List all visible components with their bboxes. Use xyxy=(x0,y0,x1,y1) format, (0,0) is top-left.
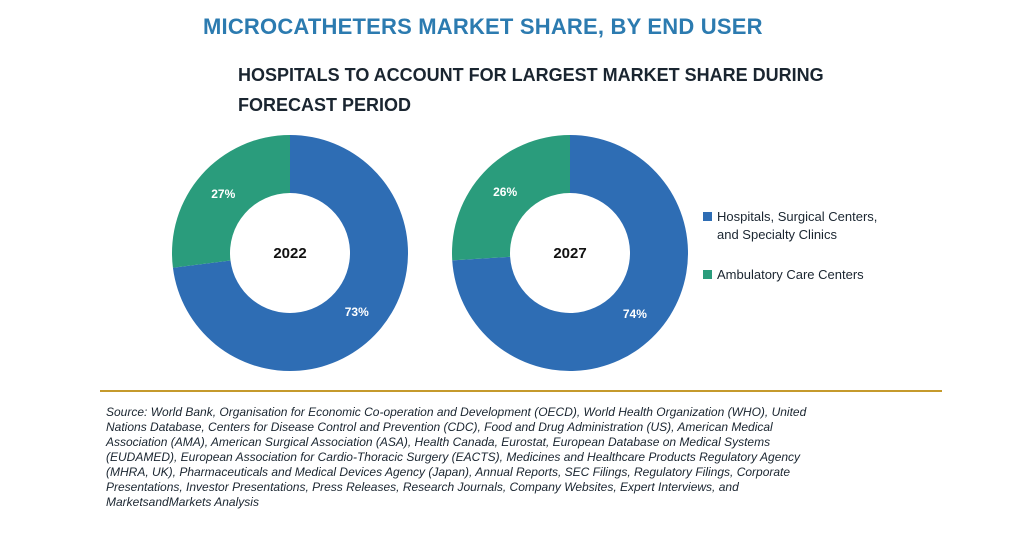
legend-swatch-ambulatory xyxy=(703,270,712,279)
donut-slice-2022-hospitals xyxy=(172,135,409,372)
subtitle-line: HOSPITALS TO ACCOUNT FOR LARGEST MARKET … xyxy=(238,65,824,85)
source-note: Source: World Bank, Organisation for Eco… xyxy=(106,405,926,510)
slice-label-2027-ambulatory: 26% xyxy=(493,185,517,199)
source-line: Association (AMA), American Surgical Ass… xyxy=(106,435,771,449)
slice-label-2022-hospitals: 73% xyxy=(345,305,369,319)
source-line: MarketsandMarkets Analysis xyxy=(106,495,259,509)
legend-swatch-hospitals xyxy=(703,212,712,221)
source-divider xyxy=(100,390,942,392)
subtitle-line: FORECAST PERIOD xyxy=(238,95,412,115)
source-line: (EUDAMED), European Association for Card… xyxy=(106,450,801,464)
legend-label-ambulatory: Ambulatory Care Centers xyxy=(717,266,903,284)
donut-center-label-2022: 2022 xyxy=(273,245,306,262)
legend-label-hospitals: Hospitals, Surgical Centers, and Special… xyxy=(717,208,903,244)
source-line: Presentations, Investor Presentations, P… xyxy=(106,480,739,494)
donut-center-label-2027: 2027 xyxy=(553,245,586,262)
source-line: Nations Database, Centers for Disease Co… xyxy=(106,420,773,434)
legend-label-line: and Specialty Clinics xyxy=(717,227,837,242)
source-line: (MHRA, UK), Pharmaceuticals and Medical … xyxy=(106,465,791,479)
donut-slice-2027-ambulatory xyxy=(452,135,570,261)
chart-title: MICROCATHETERS MARKET SHARE, BY END USER xyxy=(203,14,763,39)
legend-item-hospitals: Hospitals, Surgical Centers, and Special… xyxy=(703,208,903,244)
chart-subtitle: HOSPITALS TO ACCOUNT FOR LARGEST MARKET … xyxy=(238,60,838,120)
donut-slice-2022-ambulatory xyxy=(172,135,290,268)
slice-label-2027-hospitals: 74% xyxy=(623,307,647,321)
legend-label-line: Ambulatory Care Centers xyxy=(717,267,864,282)
slice-label-2022-ambulatory: 27% xyxy=(211,187,235,201)
donut-slice-2027-hospitals xyxy=(452,135,688,371)
legend: Hospitals, Surgical Centers, and Special… xyxy=(703,208,903,284)
source-line: Source: World Bank, Organisation for Eco… xyxy=(106,405,807,419)
legend-label-line: Hospitals, Surgical Centers, xyxy=(717,209,878,224)
legend-item-ambulatory: Ambulatory Care Centers xyxy=(703,266,903,284)
